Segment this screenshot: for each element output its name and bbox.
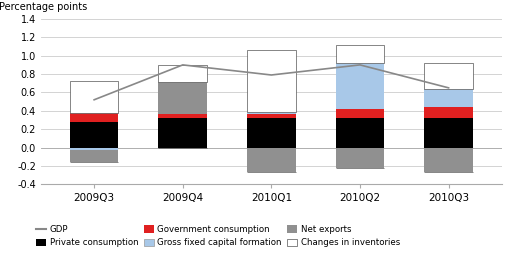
Text: Percentage points: Percentage points (0, 2, 88, 12)
Bar (158, 82, 207, 114)
Bar (158, 118, 207, 147)
Bar (247, 114, 296, 118)
GDP (91, 98, 97, 101)
GDP (268, 73, 274, 77)
Line: GDP: GDP (94, 65, 449, 100)
Bar (247, 50, 296, 112)
Bar (424, 107, 473, 118)
Bar (424, 89, 473, 107)
Bar (335, 45, 385, 63)
Legend: GDP, Private consumption, Government consumption, Gross fixed capital formation,: GDP, Private consumption, Government con… (36, 225, 400, 247)
Bar (335, 63, 385, 109)
Bar (158, 114, 207, 118)
Bar (70, 150, 118, 162)
Bar (70, 122, 118, 147)
Bar (70, 147, 118, 150)
Bar (247, 118, 296, 147)
Bar (247, 112, 296, 114)
Bar (335, 109, 385, 118)
Bar (424, 147, 473, 172)
Bar (424, 63, 473, 89)
Bar (70, 113, 118, 122)
Bar (70, 80, 118, 113)
Bar (424, 118, 473, 147)
GDP (357, 63, 363, 66)
Bar (247, 147, 296, 172)
Bar (335, 147, 385, 168)
GDP (445, 86, 452, 89)
Bar (335, 118, 385, 147)
Bar (158, 65, 207, 82)
GDP (180, 63, 186, 66)
